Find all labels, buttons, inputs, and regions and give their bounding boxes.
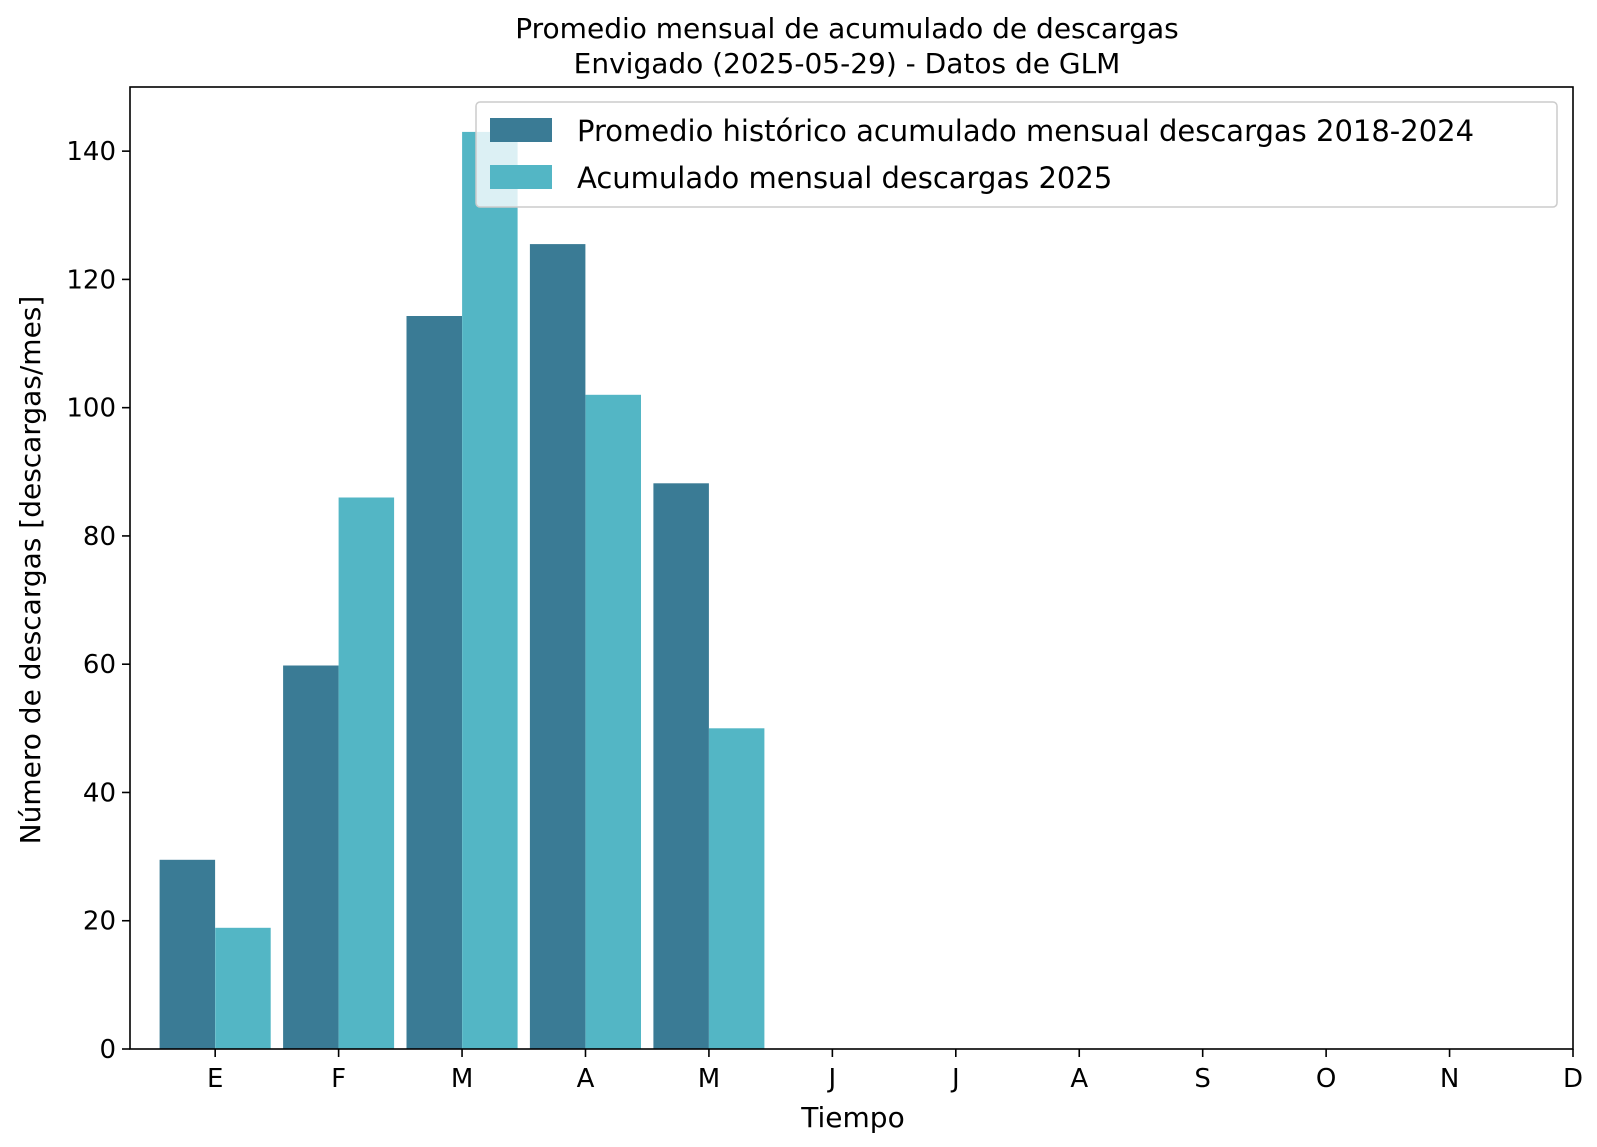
- y-tick-label: 80: [83, 522, 116, 552]
- chart-subtitle: Envigado (2025-05-29) - Datos de GLM: [574, 47, 1121, 80]
- legend-box: [475, 101, 1558, 208]
- bar-2025-4: [708, 728, 765, 1049]
- x-tick-label: J: [950, 1064, 960, 1094]
- bar-2025-0: [215, 927, 271, 1049]
- legend: Promedio histórico acumulado mensual des…: [475, 101, 1558, 208]
- x-tick-label: N: [1440, 1064, 1459, 1094]
- x-tick-label: A: [577, 1064, 595, 1094]
- y-tick-label: 0: [99, 1035, 116, 1065]
- x-tick-label: J: [827, 1064, 837, 1094]
- plot-frame: [129, 86, 1574, 1050]
- x-axis-label: Tiempo: [800, 1101, 904, 1134]
- bar-historico-3: [529, 244, 586, 1050]
- x-tick-label: A: [1070, 1064, 1088, 1094]
- x-tick-label: O: [1316, 1064, 1336, 1094]
- y-tick-label: 120: [66, 265, 116, 295]
- legend-swatch-2025: [490, 165, 552, 189]
- bar-historico-2: [406, 316, 462, 1049]
- bar-historico-0: [159, 859, 216, 1049]
- y-tick-label: 40: [83, 778, 116, 808]
- bar-2025-1: [338, 497, 395, 1049]
- x-tick-label: S: [1194, 1064, 1211, 1094]
- x-tick-label: M: [451, 1064, 473, 1094]
- y-axis: 0 20 40 60 80 100 120 140: [66, 137, 130, 1065]
- bar-2025-2: [462, 131, 518, 1049]
- bar-2025-3: [585, 394, 641, 1049]
- x-tick-label: M: [698, 1064, 720, 1094]
- legend-label-historico: Promedio histórico acumulado mensual des…: [577, 114, 1474, 148]
- bars-group: [159, 131, 765, 1050]
- x-tick-label: D: [1563, 1064, 1583, 1094]
- x-tick-label: E: [207, 1064, 223, 1094]
- y-tick-label: 100: [66, 394, 116, 424]
- bar-historico-4: [653, 483, 709, 1049]
- chart-title: Promedio mensual de acumulado de descarg…: [515, 12, 1178, 45]
- y-axis-label: Número de descargas [descargas/mes]: [14, 296, 47, 845]
- legend-label-2025: Acumulado mensual descargas 2025: [577, 161, 1112, 195]
- y-tick-label: 60: [83, 650, 116, 680]
- y-tick-label: 20: [83, 907, 116, 937]
- x-tick-label: F: [331, 1064, 346, 1094]
- legend-swatch-historico: [490, 118, 552, 142]
- bar-historico-1: [283, 665, 339, 1049]
- y-tick-label: 140: [66, 137, 116, 167]
